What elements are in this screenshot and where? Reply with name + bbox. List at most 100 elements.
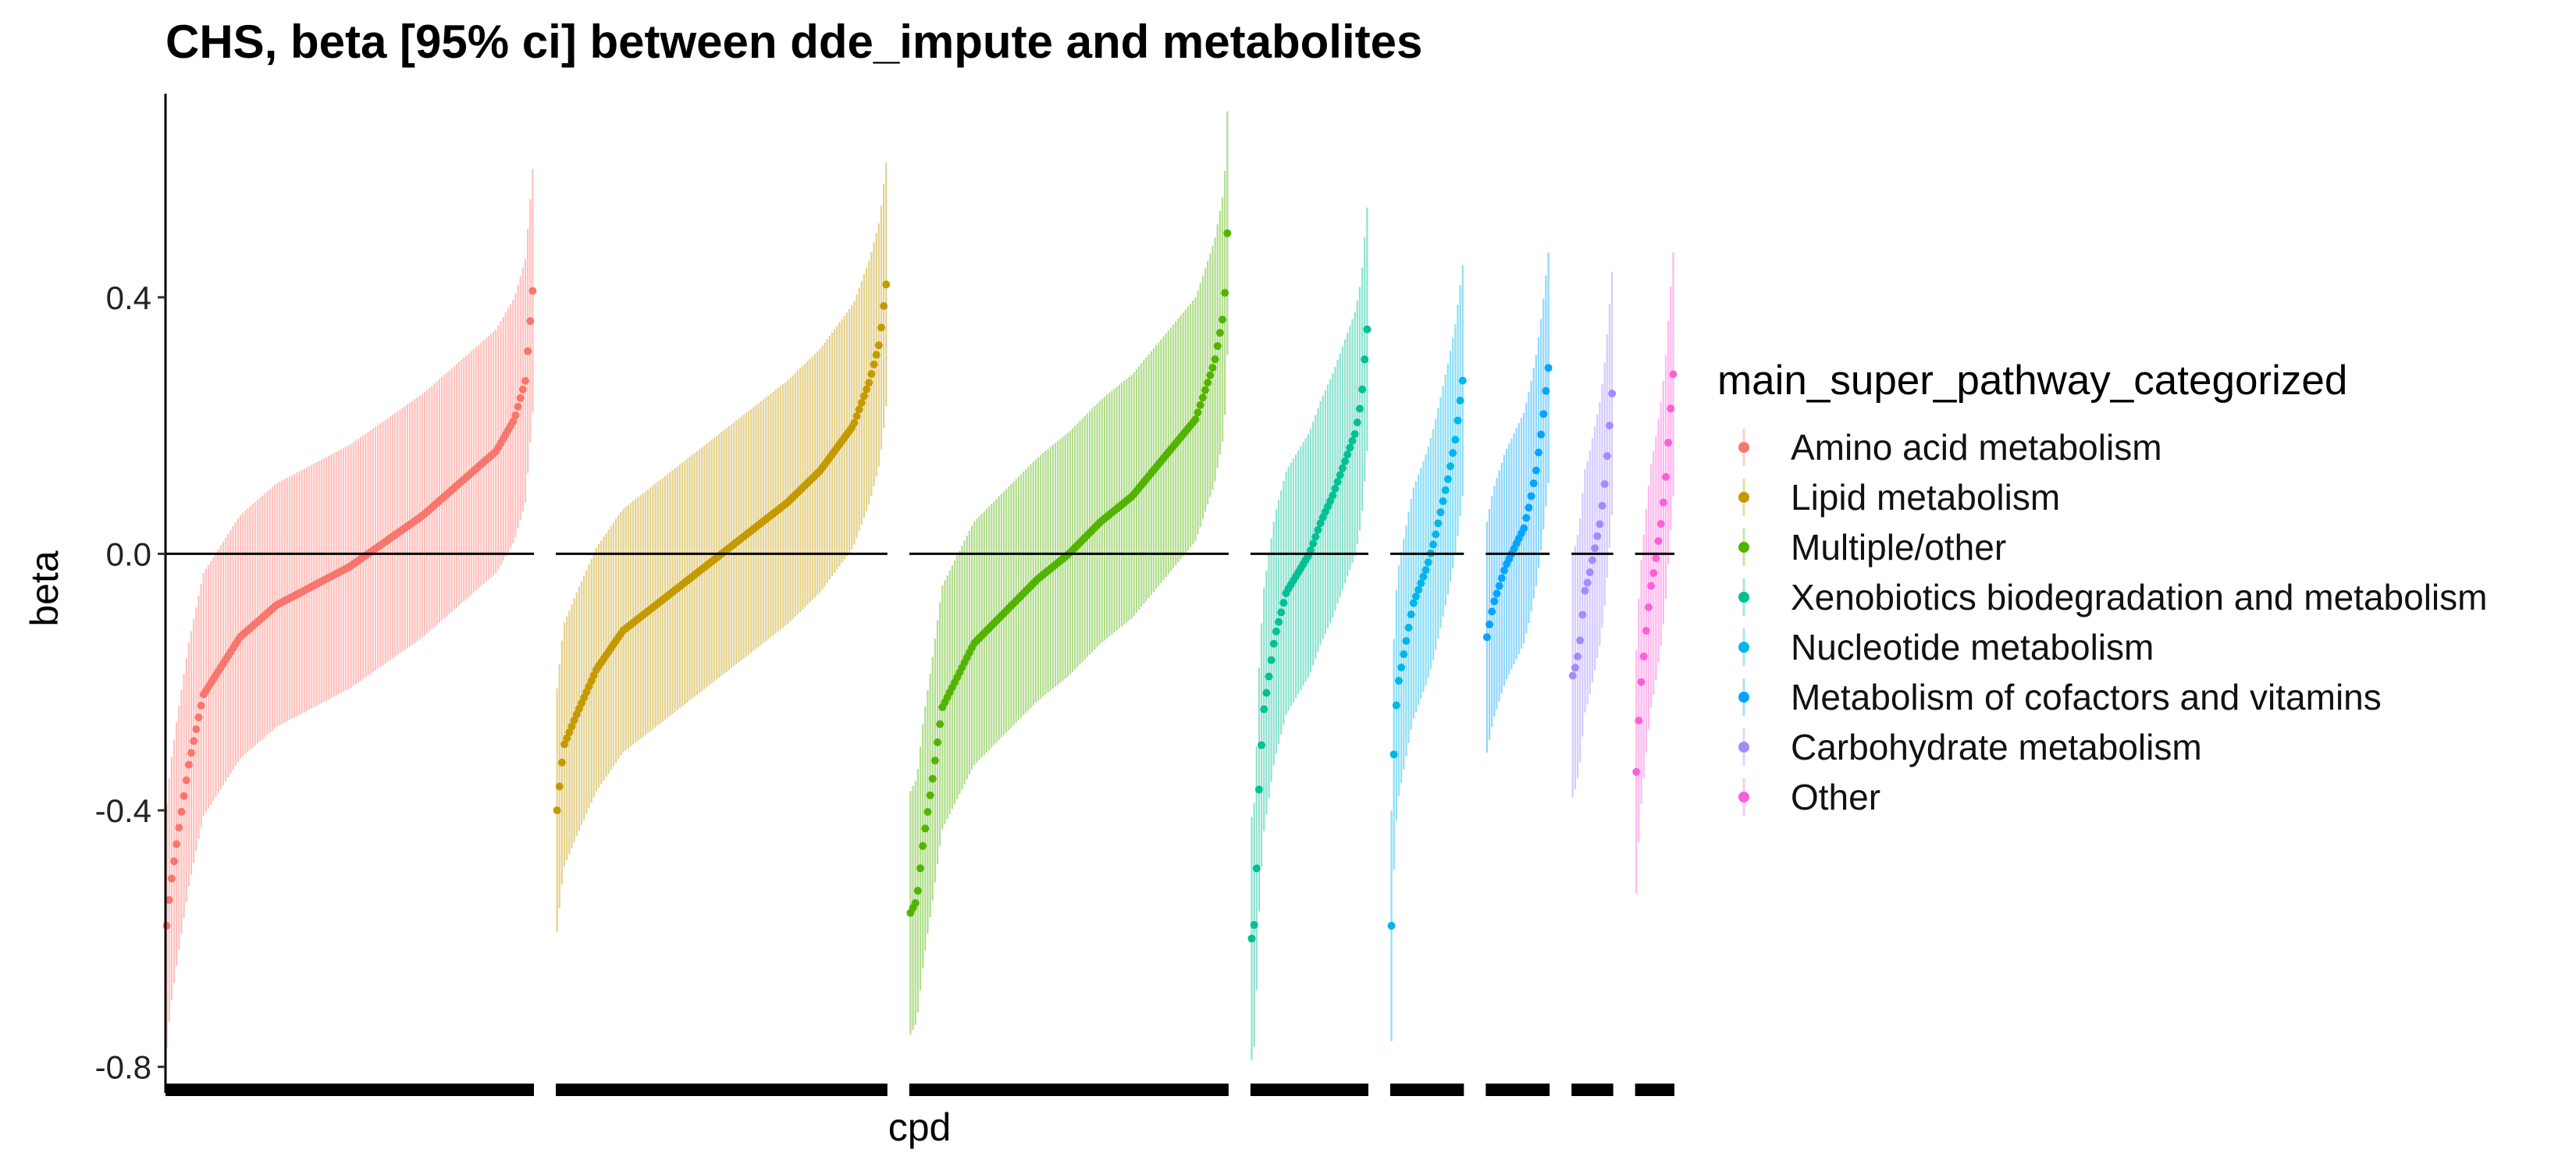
data-point	[1309, 539, 1318, 548]
data-point	[1441, 486, 1450, 494]
data-point	[1632, 767, 1641, 776]
x-tick-band	[556, 1084, 888, 1096]
data-point	[1458, 376, 1467, 385]
data-point	[1341, 457, 1350, 465]
data-point	[1578, 610, 1587, 619]
data-point	[911, 899, 920, 907]
data-point	[553, 806, 561, 814]
data-point	[1669, 370, 1678, 379]
data-point	[1527, 492, 1535, 500]
data-point	[1336, 471, 1344, 479]
data-point	[1260, 705, 1268, 714]
legend-key-point	[1738, 642, 1749, 653]
data-point	[1269, 639, 1278, 648]
legend-label: Xenobiotics biodegradation and metabolis…	[1791, 577, 2487, 618]
data-point	[1439, 497, 1447, 506]
data-point	[1265, 672, 1273, 681]
x-axis-title: cpd	[888, 1105, 952, 1149]
data-point	[1247, 934, 1256, 943]
data-point	[1542, 386, 1550, 395]
data-point	[1343, 450, 1352, 459]
data-point	[1424, 558, 1432, 567]
data-point	[1223, 229, 1232, 237]
data-point	[1404, 624, 1413, 632]
points-0	[162, 287, 537, 930]
legend-label: Metabolism of cofactors and vitamins	[1791, 677, 2382, 717]
data-point	[1588, 556, 1596, 564]
series-4	[1387, 265, 1467, 1041]
data-point	[1411, 593, 1420, 601]
x-tick-band	[909, 1084, 1229, 1096]
data-point	[524, 347, 532, 355]
data-point	[1571, 664, 1579, 672]
x-tick-band	[165, 1084, 535, 1096]
data-point	[1191, 415, 1200, 424]
data-point	[1654, 537, 1663, 545]
data-point	[1642, 627, 1650, 635]
data-point	[1361, 355, 1369, 364]
data-point	[175, 824, 183, 832]
data-point	[1497, 574, 1506, 582]
data-point	[1213, 342, 1222, 351]
data-point	[184, 760, 193, 769]
legend-label: Nucleotide metabolism	[1791, 627, 2154, 667]
data-point	[1652, 553, 1660, 562]
legend: main_super_pathway_categorized Amino aci…	[1717, 358, 2487, 817]
data-point	[1449, 449, 1457, 457]
data-point	[1664, 439, 1673, 447]
series-0	[162, 169, 537, 1048]
legend-key-point	[1738, 792, 1749, 803]
points-5	[1482, 364, 1553, 642]
data-point	[1262, 689, 1271, 697]
y-axis: 0.4 0.0 -0.4 -0.8	[95, 94, 167, 1093]
data-point	[1661, 472, 1670, 481]
points-1	[553, 280, 891, 814]
data-point	[1534, 448, 1542, 457]
legend-label: Multiple/other	[1791, 527, 2006, 568]
data-point	[1482, 633, 1491, 642]
data-point	[1258, 741, 1266, 749]
data-point	[1647, 582, 1656, 590]
data-point	[187, 749, 196, 757]
data-point	[1279, 599, 1288, 607]
series-3	[1247, 207, 1372, 1061]
data-point	[1544, 364, 1553, 372]
data-point	[865, 379, 873, 387]
data-point	[1576, 636, 1585, 645]
data-point	[1605, 422, 1614, 430]
x-tick-band	[1389, 1084, 1464, 1096]
data-point	[934, 738, 942, 746]
data-point	[1221, 289, 1229, 297]
legend-label: Carbohydrate metabolism	[1791, 727, 2202, 767]
data-point	[1400, 650, 1408, 659]
legend-items: Amino acid metabolism Lipid metabolism Mul…	[1738, 427, 2487, 817]
series-6	[1568, 272, 1617, 798]
data-point	[936, 720, 945, 728]
data-point	[1250, 920, 1258, 929]
legend-key-point	[1738, 592, 1749, 603]
plot-area	[162, 111, 1678, 1061]
data-point	[1355, 404, 1364, 413]
data-point	[882, 280, 891, 289]
data-point	[1204, 379, 1212, 387]
legend-item: Metabolism of cofactors and vitamins	[1738, 677, 2382, 717]
data-point	[1520, 524, 1528, 532]
data-point	[1485, 620, 1494, 628]
x-tick-band	[1635, 1084, 1674, 1096]
data-point	[197, 701, 205, 710]
legend-item: Multiple/other	[1738, 527, 2006, 568]
data-point	[1443, 475, 1452, 483]
data-point	[863, 385, 871, 393]
data-point	[1392, 701, 1400, 710]
data-point	[528, 287, 537, 295]
legend-key-point	[1738, 542, 1749, 553]
legend-item: Nucleotide metabolism	[1738, 627, 2154, 667]
data-point	[1434, 519, 1443, 528]
points-3	[1247, 325, 1372, 943]
data-point	[1306, 546, 1315, 555]
data-point	[1409, 599, 1418, 607]
data-point	[1387, 921, 1396, 930]
data-point	[1389, 750, 1398, 759]
data-point	[1637, 678, 1646, 686]
